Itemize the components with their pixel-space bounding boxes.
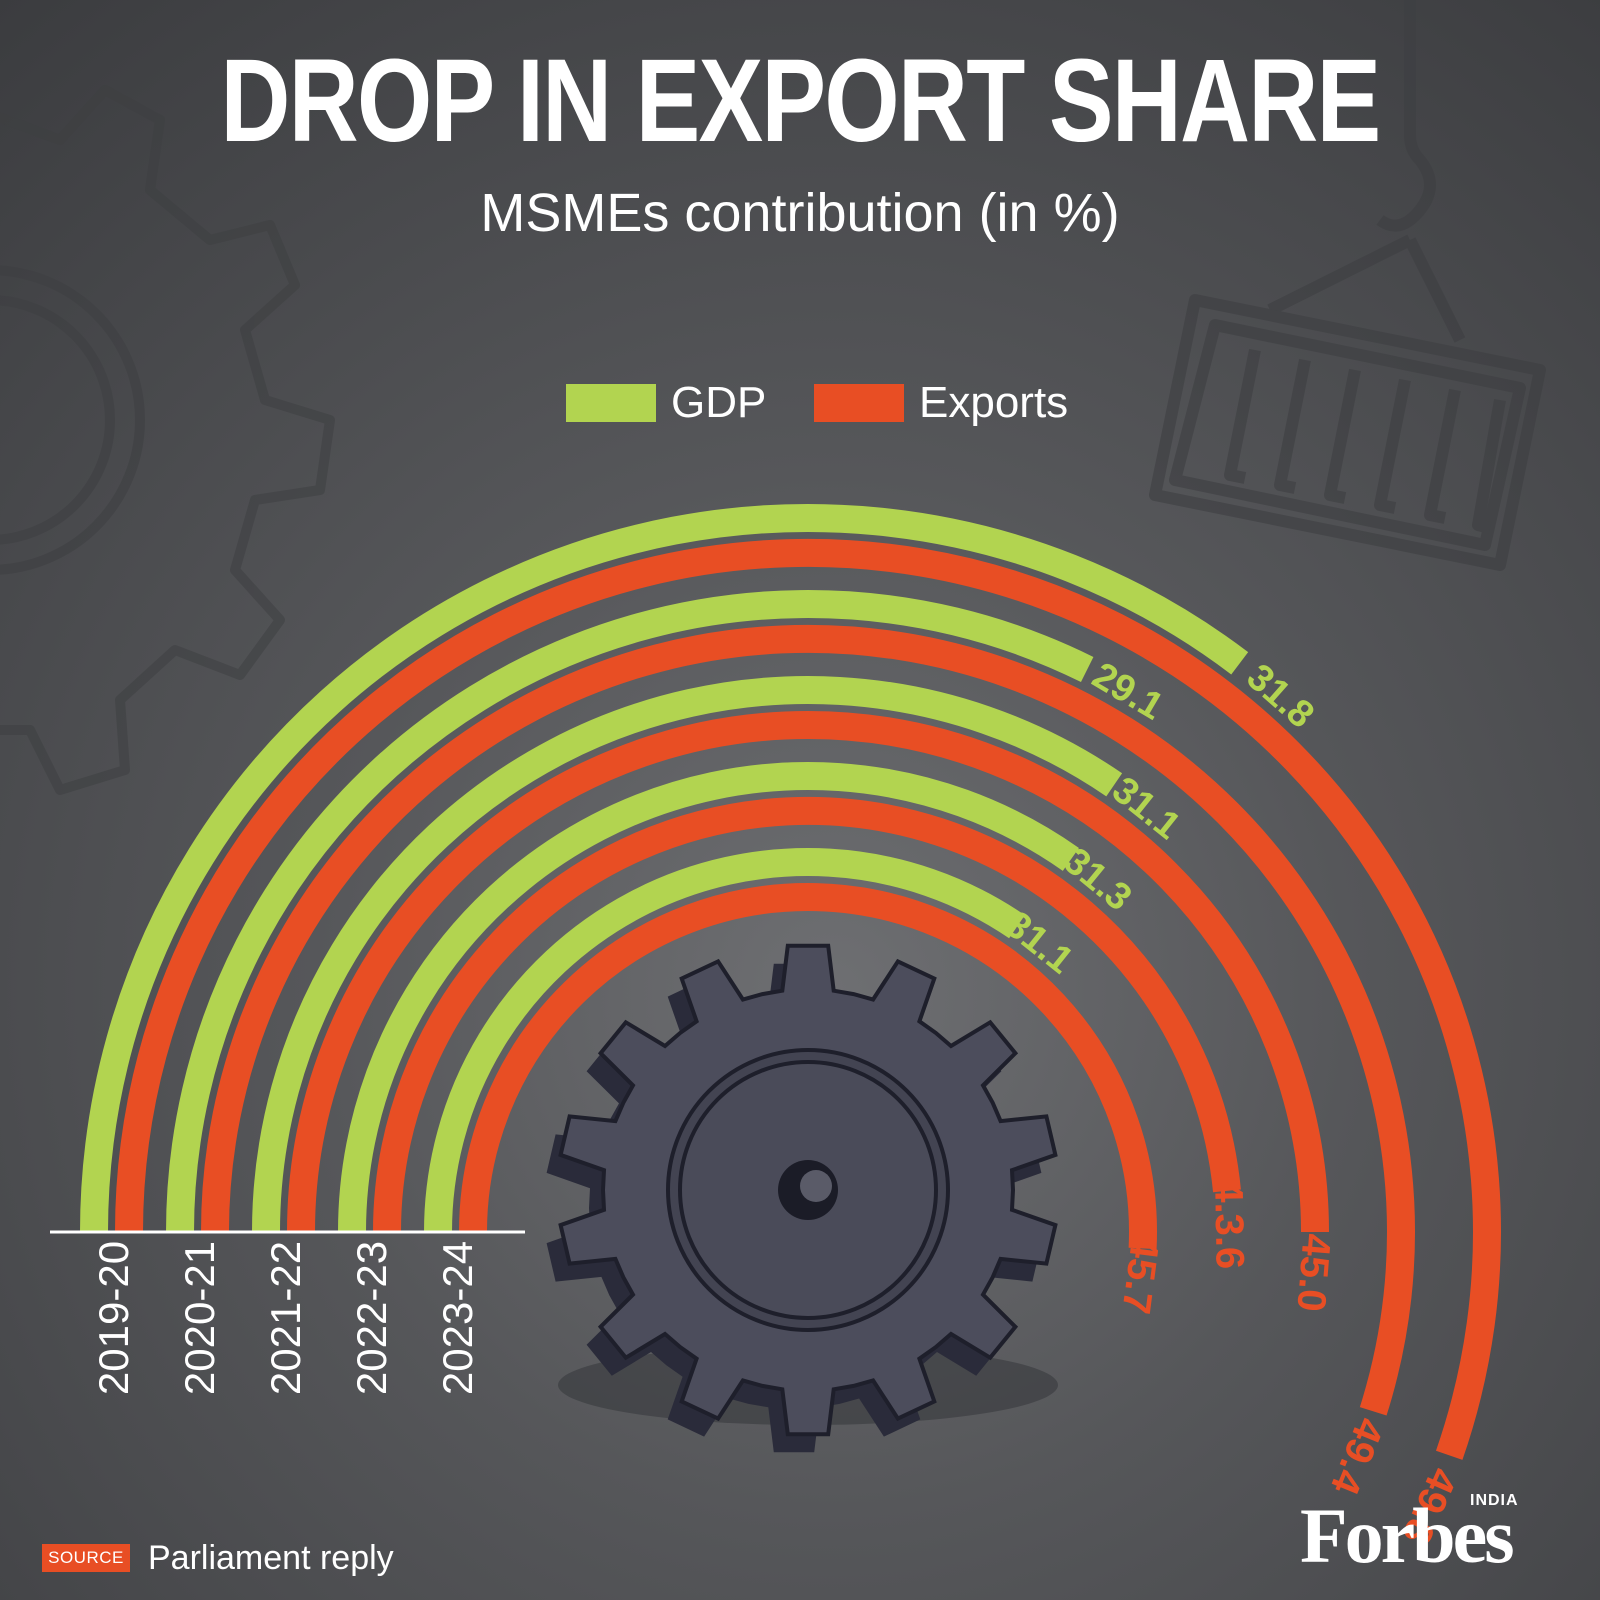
page-title: DROP IN EXPORT SHARE (220, 35, 1382, 167)
brand-edition: INDIA (1470, 1492, 1519, 1509)
exports-value-label: 45.0 (1288, 1232, 1338, 1313)
legend-swatch-gdp (566, 384, 656, 422)
category-label: 2020-21 (176, 1241, 223, 1395)
radial-bars (80, 504, 1501, 1460)
exports-arc-2022-23 (373, 796, 1241, 1233)
exports-value-label: 4.3.6 (1206, 1180, 1252, 1270)
gdp-arc-2021-22 (252, 676, 1123, 1233)
category-label: 2023-24 (434, 1241, 481, 1395)
gear-icon (546, 943, 1058, 1453)
gdp-arc-2020-21 (166, 590, 1094, 1233)
source-text: Parliament reply (148, 1539, 394, 1577)
exports-value-label: 45.7 (1113, 1234, 1167, 1317)
shipping-container-icon (1149, 0, 1546, 571)
gear-hub-highlight (800, 1170, 832, 1202)
legend-label-exports: Exports (919, 378, 1069, 427)
source-badge: SOURCE (42, 1544, 130, 1572)
exports-arc-2019-20 (115, 538, 1501, 1460)
chart-subtitle: MSMEs contribution (in %) (480, 183, 1120, 243)
legend-label-gdp: GDP (671, 378, 767, 427)
exports-arc-2021-22 (287, 711, 1329, 1233)
gdp-arc-2019-20 (80, 504, 1249, 1233)
exports-arc-2020-21 (201, 624, 1415, 1416)
category-label: 2022-23 (348, 1241, 395, 1395)
brand-logo: Forbes INDIA (1300, 1492, 1560, 1579)
category-label: 2021-22 (262, 1241, 309, 1395)
gdp-arc-2023-24 (424, 848, 1025, 1233)
exports-value-label: 49.4 (1322, 1412, 1392, 1501)
container-ribs (1224, 348, 1506, 534)
category-label: 2019-20 (90, 1241, 137, 1395)
category-labels: 2019-20 2020-21 2021-22 2022-23 2023-24 (90, 1241, 481, 1395)
background-gear-icon (0, 85, 335, 795)
legend-swatch-exports (814, 384, 904, 422)
gdp-arc-2022-23 (338, 762, 1079, 1233)
brand-name: Forbes (1300, 1492, 1515, 1579)
exports-arc-2023-24 (459, 883, 1157, 1250)
